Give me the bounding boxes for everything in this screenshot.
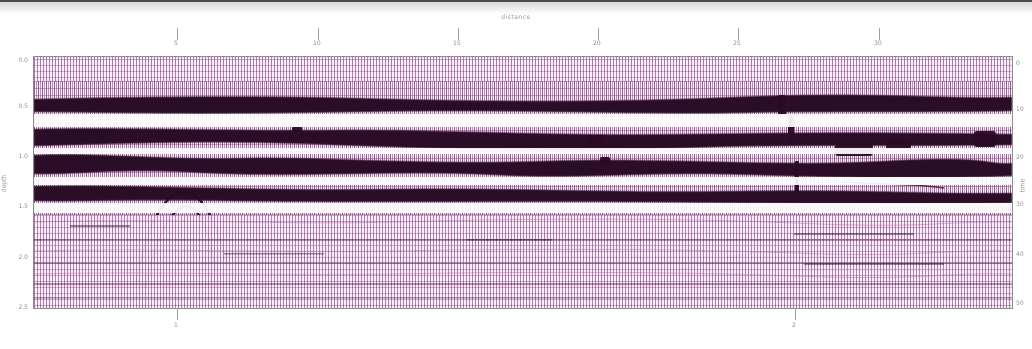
bottom-tick-2 <box>795 308 796 320</box>
right-tick-label-5: 40 <box>1016 251 1024 258</box>
top-rule <box>0 0 1032 2</box>
top-tick-label-4: 20 <box>593 40 601 47</box>
left-tick-label-4: 1.5 <box>18 203 28 210</box>
radargram-panel[interactable] <box>33 56 1013 309</box>
bottom-tick-label-1: 1 <box>174 322 178 329</box>
right-axis-caption: time <box>1019 178 1027 193</box>
top-tick-label-3: 15 <box>453 40 461 47</box>
right-tick-label-4: 30 <box>1016 201 1024 208</box>
left-axis-caption: depth <box>1 174 9 193</box>
right-tick-label-2: 10 <box>1016 106 1024 113</box>
top-tick-label-6: 30 <box>874 40 882 47</box>
top-tick-2 <box>318 28 319 40</box>
top-tick-label-5: 25 <box>733 40 741 47</box>
top-tick-6 <box>879 28 880 40</box>
top-rule-shadow <box>0 2 1032 14</box>
bottom-tick-label-2: 2 <box>792 322 796 329</box>
top-tick-1 <box>177 28 178 40</box>
left-tick-label-2: 0.5 <box>18 103 28 110</box>
top-tick-5 <box>738 28 739 40</box>
left-tick-label-1: 0.0 <box>18 57 28 64</box>
right-tick-label-1: 0 <box>1016 60 1020 67</box>
top-axis-title: distance <box>501 14 531 21</box>
left-tick-label-3: 1.0 <box>18 153 28 160</box>
top-tick-4 <box>598 28 599 40</box>
right-tick-label-3: 20 <box>1016 154 1024 161</box>
bottom-tick-1 <box>177 308 178 320</box>
top-tick-3 <box>458 28 459 40</box>
radargram-image <box>34 57 1012 308</box>
right-tick-label-6: 50 <box>1016 300 1024 307</box>
left-tick-label-5: 2.0 <box>18 254 28 261</box>
top-tick-label-2: 10 <box>313 40 321 47</box>
top-tick-label-1: 5 <box>174 40 178 47</box>
left-tick-label-6: 2.5 <box>18 304 28 311</box>
